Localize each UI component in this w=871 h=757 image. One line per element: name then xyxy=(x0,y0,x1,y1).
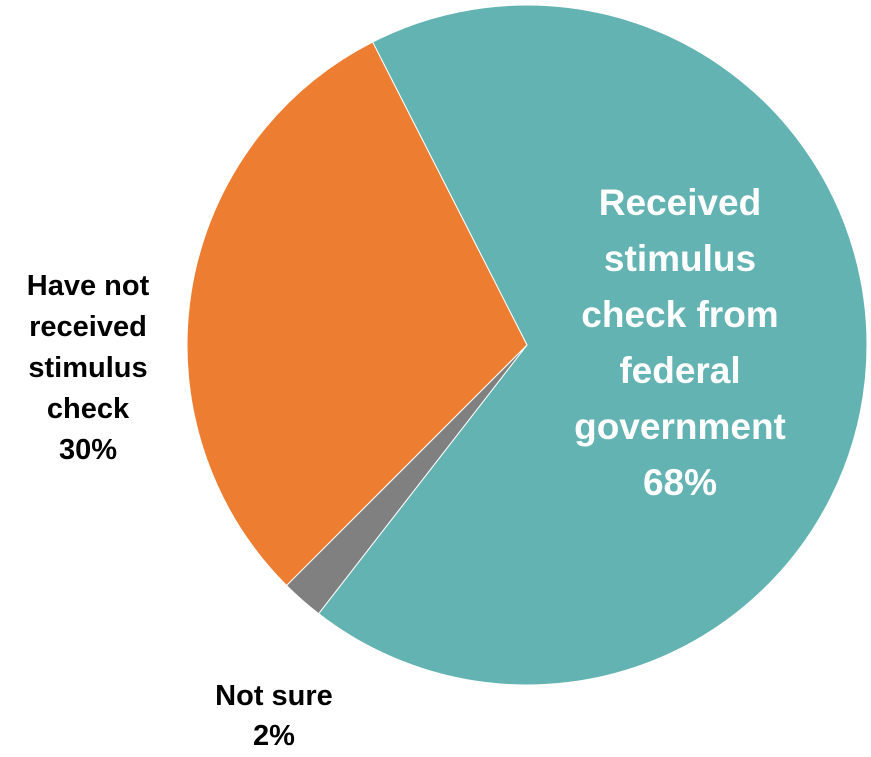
pie-slices xyxy=(186,4,868,686)
slice-label-line: government xyxy=(574,406,786,447)
slice-percent-label: 30% xyxy=(59,434,117,466)
pie-labels: Received stimulus check from federal governm… xyxy=(27,182,786,752)
slice-label-line: Have not xyxy=(27,270,150,302)
slice-label-line: stimulus xyxy=(604,238,756,279)
slice-label-not-sure: Not sure 2% xyxy=(215,680,333,752)
slice-label-line: received xyxy=(29,311,147,343)
slice-label-line: stimulus xyxy=(28,352,147,384)
slice-percent-label: 68% xyxy=(643,462,717,503)
slice-label-received-stimulus-check-from-federal-government: Received stimulus check from federal governm… xyxy=(574,182,786,503)
slice-label-line: check from xyxy=(581,294,778,335)
slice-label-line: check xyxy=(47,393,130,425)
pie-slice-have-not-received-stimulus-check xyxy=(186,41,528,587)
slice-label-line: federal xyxy=(619,350,740,391)
slice-label-line: Received xyxy=(599,182,762,223)
slice-label-line: Not sure xyxy=(215,680,333,712)
slice-percent-label: 2% xyxy=(253,720,295,752)
pie-slice-received-stimulus-check-from-federal-government xyxy=(317,4,868,686)
slice-label-have-not-received-stimulus-check: Have not received stimulus check 30% xyxy=(27,270,150,466)
